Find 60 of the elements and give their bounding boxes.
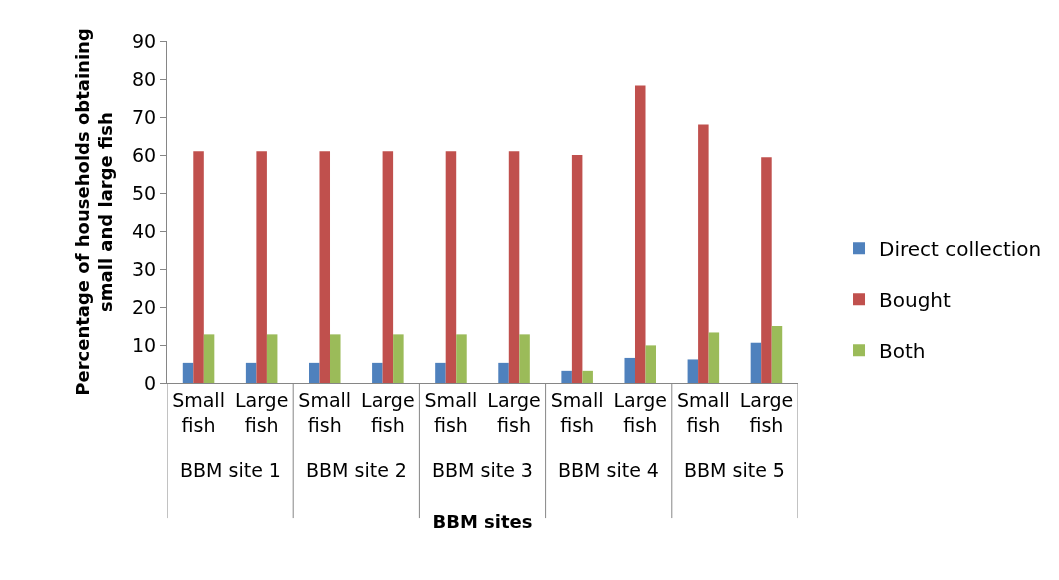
bar [182,362,194,383]
bar [634,85,646,383]
y-tick-label: 10 [132,333,157,356]
bar [308,362,320,383]
bar [193,151,204,383]
bar [256,151,267,383]
bar [393,334,404,383]
x-tick-label: Small fish [550,388,604,436]
legend-label: Both [879,339,926,364]
text: BBM site 2 [306,459,407,481]
bar [203,334,215,383]
y-tick-label: 40 [132,219,157,242]
bar [445,151,457,383]
x-tick-label: Small fish [676,388,730,436]
bar [319,151,331,383]
y-tick-label: 20 [132,295,157,318]
bar [750,342,762,383]
bar [708,332,720,383]
x-tick-label: Small fish [424,388,478,436]
bar [771,326,783,383]
bar [645,345,657,383]
x-tick-label: Large fish [361,388,415,436]
legend-label: Direct collection [879,237,1042,262]
bar [582,370,593,383]
x-tick-label: Large fish [739,388,794,436]
bar [561,370,572,383]
y-tick-label: 50 [132,181,157,204]
bar [435,362,446,383]
y-tick-label: 60 [132,143,157,166]
text: BBM site 3 [432,459,533,481]
y-tick-label: 0 [144,371,157,394]
bar [456,334,467,383]
bar [330,334,341,383]
text: BBM site 5 [684,459,785,481]
x-tick-label: Small fish [172,388,225,436]
bar [372,362,383,383]
y-tick-label: 90 [132,29,157,52]
bar [508,151,520,383]
text: BBM site 1 [180,459,281,481]
x-tick-label: Small fish [298,388,352,436]
x-tick-label: Large fish [613,388,667,436]
y-tick-label: 70 [132,105,157,128]
y-tick-label: 30 [132,257,157,280]
x-axis-title: BBM sites [432,510,533,532]
bar [571,155,583,383]
text: BBM site 4 [558,459,659,481]
bar [698,124,709,383]
x-tick-label: Large fish [234,388,289,436]
y-tick-label: 80 [132,67,157,90]
bar [498,362,509,383]
bar [266,334,278,383]
bar [382,151,394,383]
bar [519,334,530,383]
bar [761,157,772,383]
x-tick-label: Large fish [487,388,541,436]
bar [624,357,635,383]
y-axis-title: Percentage of households obtaining small and large fish [71,28,117,396]
bar [687,359,699,383]
bar [245,362,257,383]
legend-label: Bought [879,288,952,313]
